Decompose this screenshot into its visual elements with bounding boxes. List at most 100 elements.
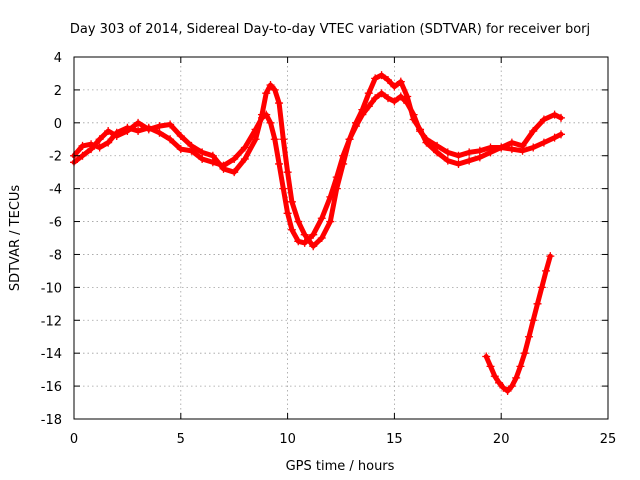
data-point-marker — [300, 230, 309, 239]
data-point-marker — [364, 89, 373, 98]
data-point-marker — [251, 135, 260, 144]
data-point-marker — [422, 138, 431, 147]
chart-title: Day 303 of 2014, Sidereal Day-to-day VTE… — [70, 22, 590, 37]
data-point-marker — [537, 283, 546, 292]
data-point-marker — [166, 120, 175, 129]
y-tick-label: -18 — [41, 413, 62, 428]
data-point-marker — [240, 155, 249, 164]
data-point-marker — [294, 217, 303, 226]
data-point-marker — [317, 234, 326, 242]
data-point-marker — [550, 133, 559, 142]
data-point-marker — [351, 118, 360, 127]
data-point-marker — [503, 387, 512, 396]
data-point-marker — [529, 316, 538, 325]
data-point-marker — [95, 143, 104, 152]
data-point-marker — [490, 372, 499, 381]
data-point-marker — [539, 115, 548, 124]
data-point-marker — [332, 184, 341, 193]
data-point-marker — [533, 299, 542, 308]
data-point-marker — [377, 89, 386, 98]
data-point-marker — [187, 141, 196, 150]
data-point-marker — [279, 135, 288, 144]
data-point-marker — [443, 156, 452, 165]
data-point-marker — [155, 122, 164, 131]
data-point-marker — [144, 125, 153, 134]
data-point-marker — [326, 217, 335, 226]
gridlines — [74, 57, 608, 419]
data-point-marker — [371, 74, 380, 83]
data-point-marker — [529, 143, 538, 152]
data-point-marker — [539, 138, 548, 147]
data-point-marker — [270, 135, 279, 144]
x-tick-label: 5 — [177, 432, 185, 447]
x-axis-label: GPS time / hours — [286, 459, 395, 474]
y-tick-label: 2 — [54, 84, 62, 99]
data-point-marker — [219, 164, 228, 173]
data-point-marker — [557, 113, 566, 122]
data-point-marker — [166, 135, 175, 144]
series-trace — [483, 253, 553, 394]
data-point-marker — [287, 225, 296, 234]
data-point-marker — [283, 209, 292, 218]
y-tick-label: -2 — [49, 150, 62, 165]
data-point-marker — [482, 352, 491, 361]
data-point-marker — [486, 362, 495, 371]
data-point-marker — [287, 197, 296, 206]
data-point-marker — [557, 130, 566, 139]
data-point-marker — [230, 155, 239, 164]
data-point-marker — [104, 127, 113, 136]
data-series-layer — [70, 71, 566, 396]
x-tick-label: 10 — [279, 432, 296, 447]
data-point-marker — [516, 362, 525, 371]
data-point-marker — [396, 77, 405, 86]
data-point-marker — [339, 159, 348, 168]
plot-frame — [73, 56, 609, 420]
y-tick-label: -4 — [49, 183, 62, 198]
data-point-marker — [390, 97, 399, 106]
data-point-marker — [176, 131, 185, 140]
data-point-marker — [240, 143, 249, 152]
data-point-marker — [230, 168, 239, 177]
series-trace-B — [70, 71, 566, 251]
x-tick-label: 0 — [70, 432, 78, 447]
data-point-marker — [433, 148, 442, 157]
data-point-marker — [383, 76, 392, 85]
data-point-marker — [454, 159, 463, 168]
y-tick-label: -6 — [49, 216, 62, 231]
data-point-marker — [454, 151, 463, 160]
data-point-marker — [416, 125, 425, 134]
data-point-marker — [317, 214, 326, 223]
y-tick-label: 0 — [54, 117, 62, 132]
data-point-marker — [78, 141, 87, 150]
data-point-marker — [309, 242, 318, 251]
series-trace-A — [70, 89, 566, 247]
data-point-marker — [257, 110, 266, 119]
data-point-marker — [262, 89, 271, 98]
data-point-marker — [309, 230, 318, 239]
y-tick-label: -14 — [41, 347, 62, 362]
data-point-marker — [486, 148, 495, 157]
x-tick-label: 25 — [600, 432, 617, 447]
data-point-marker — [403, 92, 412, 101]
data-point-marker — [550, 110, 559, 119]
data-point-marker — [270, 85, 279, 94]
data-point-marker — [134, 118, 143, 127]
data-point-marker — [104, 138, 113, 147]
data-point-marker — [529, 127, 538, 136]
data-point-marker — [134, 127, 143, 136]
data-point-marker — [495, 378, 504, 387]
y-axis-label: SDTVAR / TECUs — [8, 185, 23, 292]
data-point-marker — [475, 153, 484, 162]
data-point-marker — [546, 252, 555, 261]
data-point-marker — [497, 143, 506, 152]
data-point-marker — [512, 373, 521, 382]
data-point-marker — [518, 141, 527, 150]
data-point-marker — [542, 266, 551, 275]
data-point-marker — [524, 332, 533, 341]
data-point-marker — [95, 135, 104, 144]
data-point-marker — [390, 82, 399, 91]
data-point-marker — [275, 159, 284, 168]
axis-ticks — [73, 56, 609, 420]
data-point-marker — [358, 105, 367, 114]
